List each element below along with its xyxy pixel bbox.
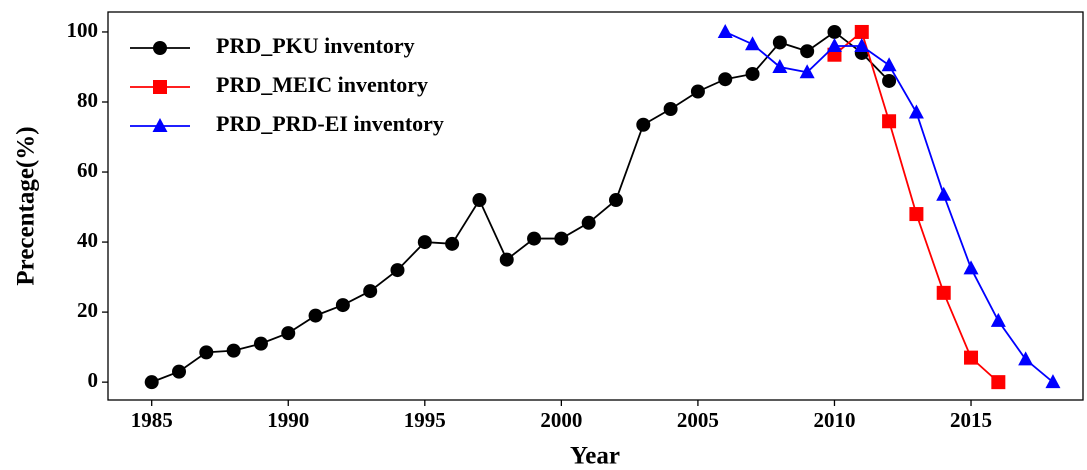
data-point [554, 231, 569, 246]
data-point [390, 263, 405, 278]
legend-marker [153, 41, 167, 55]
data-point [472, 193, 487, 208]
data-point [445, 236, 460, 251]
data-point [854, 37, 870, 52]
x-tick-label: 1990 [267, 408, 309, 432]
legend-marker [153, 80, 167, 94]
x-tick-label: 1995 [404, 408, 446, 432]
legend-marker [152, 118, 168, 132]
data-point [281, 326, 296, 341]
y-tick-label: 40 [77, 228, 98, 252]
data-point [527, 231, 542, 246]
series-line [833, 30, 999, 383]
data-point [963, 260, 979, 275]
x-tick-label: 2005 [677, 408, 719, 432]
data-point [909, 207, 924, 222]
data-point [608, 193, 623, 208]
x-tick-label: 2000 [540, 408, 582, 432]
plot-frame [107, 11, 1084, 401]
legend-label: PRD_PRD-EI inventory [216, 111, 444, 136]
y-tick-label: 20 [77, 298, 98, 322]
data-point [881, 57, 897, 72]
data-point [1018, 351, 1034, 366]
data-point [745, 66, 760, 81]
data-point [335, 298, 350, 313]
data-point [799, 64, 815, 79]
data-point [936, 186, 952, 201]
data-point [882, 73, 897, 88]
x-tick-label: 2010 [813, 408, 855, 432]
data-point [908, 104, 924, 119]
data-point [499, 252, 514, 267]
data-point [991, 375, 1006, 390]
data-point [172, 364, 187, 379]
data-point [226, 343, 241, 358]
data-point [772, 58, 788, 73]
data-point [690, 84, 705, 99]
data-point [417, 235, 432, 250]
x-axis-title: Year [570, 443, 620, 470]
legend-label: PRD_PKU inventory [216, 33, 415, 58]
data-point [936, 285, 951, 300]
data-point [717, 23, 733, 38]
y-axis-title: Precentage(%) [13, 126, 40, 285]
data-point [800, 44, 815, 59]
y-tick-label: 60 [77, 158, 98, 182]
y-tick-label: 0 [88, 368, 99, 392]
data-point [199, 345, 214, 360]
data-point [308, 308, 323, 323]
data-point [827, 24, 842, 39]
y-tick-label: 80 [77, 88, 98, 112]
x-tick-label: 2015 [950, 408, 992, 432]
y-tick-label: 100 [67, 18, 99, 42]
data-point [663, 102, 678, 116]
data-point [363, 284, 378, 299]
data-point [826, 37, 842, 52]
data-point [745, 36, 761, 51]
data-point [253, 336, 268, 351]
x-tick-label: 1985 [131, 408, 173, 432]
data-point [636, 117, 651, 132]
data-point [882, 114, 897, 129]
data-point [964, 350, 979, 365]
series-line [151, 30, 890, 383]
data-point [144, 375, 159, 390]
data-point [990, 312, 1006, 327]
data-point [581, 215, 596, 230]
legend-label: PRD_MEIC inventory [216, 72, 428, 97]
data-point [718, 72, 733, 87]
data-point [854, 24, 869, 39]
data-point [1045, 374, 1061, 389]
data-point [772, 35, 787, 50]
